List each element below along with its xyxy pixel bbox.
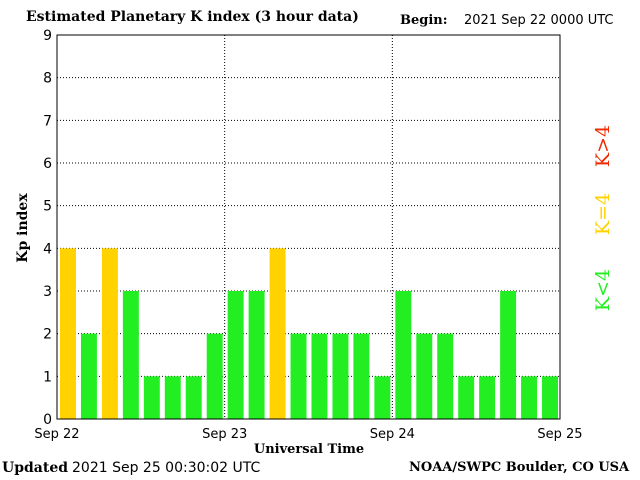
kp-bar xyxy=(311,333,328,419)
x-tick-label: Sep 24 xyxy=(370,427,415,442)
legend: K<4 K=4 K>4 xyxy=(592,125,614,311)
kp-bar xyxy=(143,376,160,419)
kp-bar xyxy=(332,333,349,419)
y-tick-label: 2 xyxy=(43,327,52,343)
kp-bar xyxy=(290,333,307,419)
kp-bar xyxy=(164,376,181,419)
kp-bar xyxy=(437,333,454,419)
x-tick-label: Sep 23 xyxy=(202,427,247,442)
x-tick-label: Sep 22 xyxy=(34,427,79,442)
kp-bar xyxy=(395,291,412,419)
y-tick-label: 3 xyxy=(43,284,52,300)
legend-item: K=4 xyxy=(592,193,614,235)
y-tick-label: 0 xyxy=(43,412,52,428)
kp-bar xyxy=(206,333,223,419)
kp-bar xyxy=(416,333,433,419)
begin-label: Begin: xyxy=(400,13,448,28)
kp-bar xyxy=(101,248,118,419)
grid-lines xyxy=(57,35,560,419)
x-axis-label: Universal Time xyxy=(254,442,364,457)
x-tick-labels: Sep 22 Sep 23 Sep 24 Sep 25 xyxy=(34,427,582,442)
updated-label: Updated xyxy=(2,460,69,476)
kp-bar xyxy=(479,376,496,419)
kp-bar xyxy=(185,376,202,419)
y-tick-labels: 0 1 2 3 4 5 6 7 8 9 xyxy=(43,28,52,428)
y-tick-label: 4 xyxy=(43,241,52,257)
kp-bar xyxy=(80,333,97,419)
chart-title: Estimated Planetary K index (3 hour data… xyxy=(26,9,359,25)
y-tick-label: 8 xyxy=(43,71,52,87)
y-tick-label: 6 xyxy=(43,156,52,172)
bars-group xyxy=(60,248,558,419)
kp-bar xyxy=(500,291,517,419)
kp-bar xyxy=(353,333,370,419)
y-tick-label: 5 xyxy=(43,199,52,215)
y-axis-label: Kp index xyxy=(15,193,31,263)
credit-label: NOAA/SWPC Boulder, CO USA xyxy=(409,460,630,475)
kp-bar xyxy=(60,248,76,419)
legend-item: K>4 xyxy=(592,125,614,167)
plot-frame xyxy=(56,34,561,420)
kp-bar xyxy=(269,248,286,419)
begin-value: 2021 Sep 22 0000 UTC xyxy=(464,13,614,28)
kp-bar xyxy=(122,291,139,419)
updated-value: 2021 Sep 25 00:30:02 UTC xyxy=(72,460,261,476)
kp-bar xyxy=(458,376,475,419)
kp-bar xyxy=(521,376,538,419)
kp-bar xyxy=(227,291,244,419)
kp-bar xyxy=(374,376,391,419)
y-tick-label: 9 xyxy=(43,28,52,44)
legend-item: K<4 xyxy=(592,269,614,311)
kp-bar xyxy=(248,291,265,419)
kp-bar xyxy=(542,376,558,419)
y-tick-label: 1 xyxy=(43,369,52,385)
x-tick-label: Sep 25 xyxy=(537,427,582,442)
y-tick-label: 7 xyxy=(43,113,52,129)
